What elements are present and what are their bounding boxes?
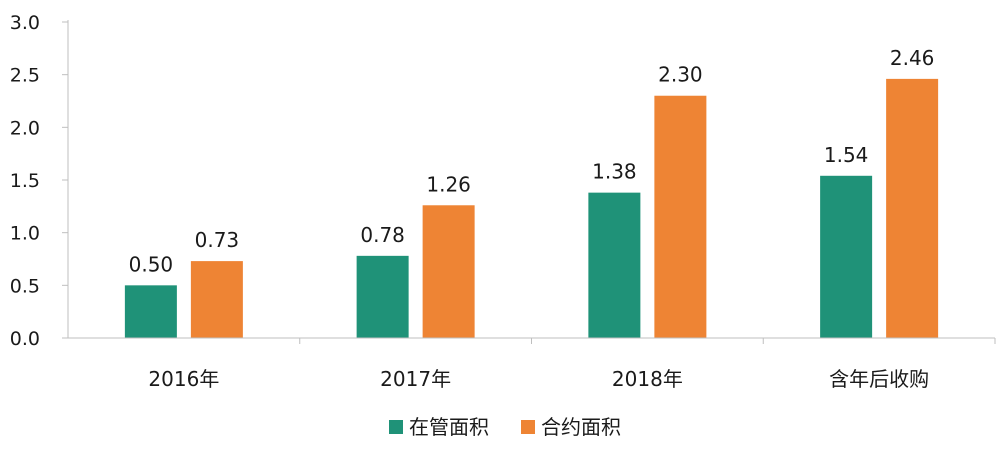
y-tick-label: 0.5 <box>10 275 40 297</box>
bar-contracted <box>886 78 939 338</box>
data-label: 1.54 <box>824 143 869 167</box>
data-label: 0.78 <box>360 223 405 247</box>
data-label: 0.50 <box>129 252 174 276</box>
bar-managed <box>124 285 177 338</box>
legend-label: 合约面积 <box>541 415 621 439</box>
legend-label: 在管面积 <box>409 415 489 439</box>
legend-swatch <box>389 420 403 434</box>
y-tick-label: 0.0 <box>10 328 40 350</box>
x-tick-label: 含年后收购 <box>829 367 929 391</box>
bar-managed <box>356 255 409 338</box>
bar-managed <box>820 175 873 338</box>
data-label: 1.38 <box>592 160 637 184</box>
legend-swatch <box>521 420 535 434</box>
bar-contracted <box>654 95 707 338</box>
x-tick-label: 2018年 <box>612 367 683 391</box>
y-tick-label: 3.0 <box>10 12 40 34</box>
data-label: 2.46 <box>890 46 935 70</box>
y-tick-label: 2.5 <box>10 65 40 87</box>
x-axis: 2016年 2017年 2018年 含年后收购 <box>68 337 996 391</box>
y-tick-label: 2.0 <box>10 117 40 139</box>
data-labels: 0.50 0.73 0.78 1.26 1.38 2.30 1.54 2.46 <box>129 46 935 276</box>
bars <box>124 78 939 338</box>
bar-contracted <box>190 261 243 338</box>
legend: 在管面积 合约面积 <box>389 415 621 439</box>
y-axis: 0.0 0.5 1.0 1.5 2.0 2.5 3.0 <box>10 12 69 350</box>
x-tick-label: 2016年 <box>148 367 219 391</box>
data-label: 2.30 <box>658 63 703 87</box>
data-label: 0.73 <box>195 228 240 252</box>
y-tick-label: 1.5 <box>10 170 40 192</box>
bar-contracted <box>422 205 475 338</box>
data-label: 1.26 <box>426 172 471 196</box>
bar-managed <box>588 192 641 338</box>
y-tick-label: 1.0 <box>10 223 40 245</box>
x-tick-label: 2017年 <box>380 367 451 391</box>
